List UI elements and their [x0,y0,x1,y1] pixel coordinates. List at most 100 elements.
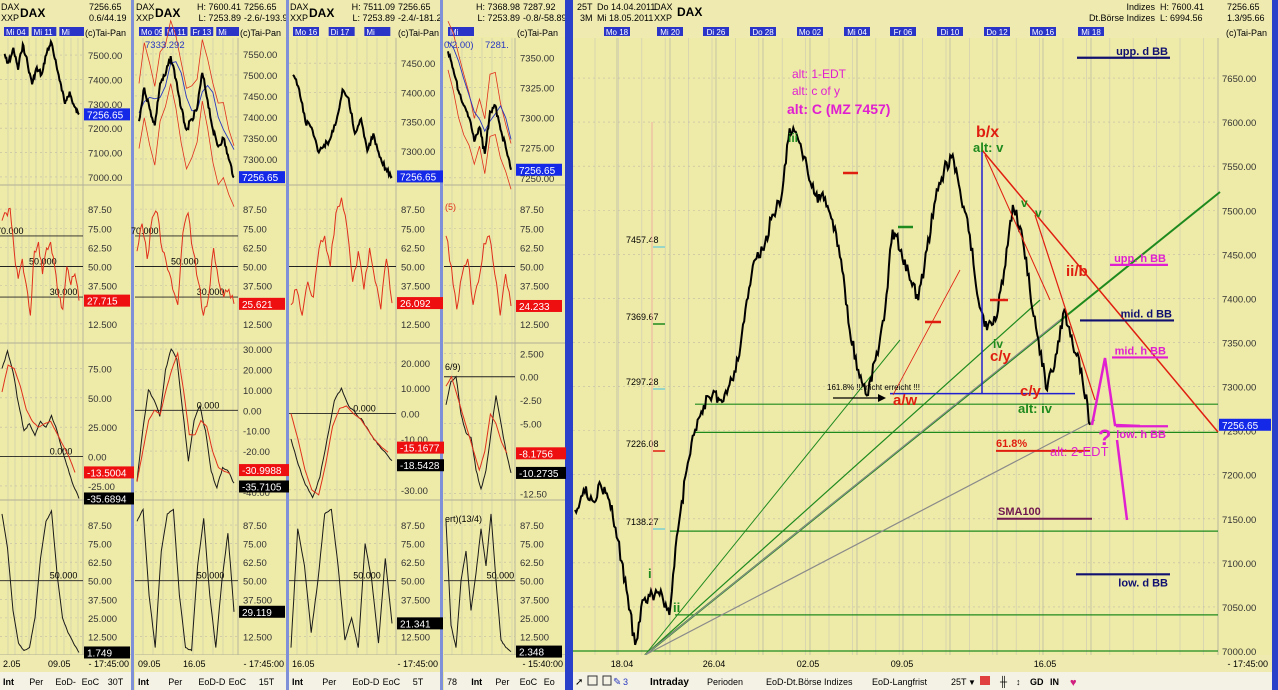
y-tick-label: 7100.00 [1222,559,1256,570]
tab-15t[interactable]: 15T [259,677,275,687]
calendar-icon[interactable] [602,675,612,686]
stochastic-value-badge-value: 29.119 [242,608,272,619]
macd-value-badge-value: -35.6894 [87,494,127,505]
last-price-badge-value: 7256.65 [1222,421,1259,432]
macd-value-badge-value: -35.7105 [242,482,282,493]
tab-int[interactable]: Int [292,677,303,687]
tab-eod-dt-b-rse-indizes[interactable]: EoD-Dt.Börse Indizes [766,677,853,687]
exchange-label: Dt.Börse Indizes [1089,13,1156,23]
last-price-badge-value: 7256.65 [87,110,124,121]
change-value: 0.6/44.19 [89,13,127,23]
last-price: 7287.92 [523,2,556,12]
panel-splitter[interactable] [131,0,134,690]
y-tick-label: 0.00 [243,406,262,417]
tab-intraday[interactable]: Intraday [650,677,689,688]
reference-label: 30.000 [50,287,78,297]
tab-per[interactable]: Per [322,677,336,687]
tab-per[interactable]: Per [495,677,509,687]
in-button[interactable]: IN [1050,677,1059,687]
exchange-code: XXP [290,13,308,23]
y-tick-label: 7550.00 [243,50,277,61]
chart-type-icon[interactable] [980,676,990,685]
tab-int[interactable]: Int [138,677,149,687]
tab-eoc[interactable]: EoC [520,677,538,687]
panel-splitter[interactable] [286,0,289,690]
y-tick-label: 12.500 [88,632,117,643]
arrow-head-icon [878,394,886,402]
tab-78[interactable]: 78 [447,677,457,687]
y-tick-label: 62.50 [243,243,267,254]
date-chip-label: Mo 16 [1032,28,1055,37]
lower-band [138,83,235,207]
y-tick-label: 7250.00 [1222,427,1256,438]
tab-per[interactable]: Per [29,677,43,687]
time-label: 2.05 [3,659,21,669]
panel-splitter[interactable] [570,0,573,690]
candle-icon[interactable]: ╫ [999,675,1008,689]
y-tick-label: 50.00 [520,263,544,274]
y-tick-label: -12.50 [520,489,547,500]
chevron-down-icon[interactable]: ▼ [968,678,976,687]
tab-eoc[interactable]: EoC [82,677,100,687]
stepper-icon[interactable]: ↕ [1016,677,1021,687]
stochastic-value-badge-value: 2.348 [519,648,544,659]
rsi-value-badge-value: 26.092 [400,299,431,310]
period-select[interactable]: 25T [951,677,967,687]
date-chip: Mi [364,27,391,37]
y-tick-label: 37.500 [520,595,549,606]
tab-perioden[interactable]: Perioden [707,677,743,687]
reference-label: 50.000 [171,257,199,267]
tab-eod-d[interactable]: EoD-D [198,677,226,687]
tab-eoc[interactable]: EoC [229,677,247,687]
y-tick-label: 7325.00 [520,83,554,94]
reference-label: 50.000 [29,257,57,267]
tab-eod-[interactable]: EoD- [55,677,76,687]
y-tick-label: 37.500 [88,595,117,606]
grid-toggle-icon[interactable] [587,675,598,686]
last-price-badge: 7256.65 [84,108,130,121]
macd-line [445,375,512,491]
panel-splitter[interactable] [440,0,443,690]
y-tick-label: 0.00 [401,410,420,421]
rsi-value-badge: 24.233 [516,299,562,313]
y-tick-label: -10.00 [401,435,428,446]
wave-label: alt: v [973,140,1004,155]
change-value: -2.6/-193.9 [244,13,288,23]
fib-level-label: 7138.27 [626,517,659,527]
tab-eod-d[interactable]: EoD-D [352,677,380,687]
indicator-legend: (5) [445,202,456,212]
panel-splitter[interactable] [565,0,570,690]
tab-30t[interactable]: 30T [108,677,124,687]
tab-eo[interactable]: Eo [544,677,555,687]
pencil-icon[interactable]: ✎ [613,677,621,688]
tab-5t[interactable]: 5T [413,677,424,687]
time-axis [289,655,440,672]
date-chip-label: Di 17 [331,28,350,37]
tab-eoc[interactable]: EoC [383,677,401,687]
fan-line [644,339,901,656]
stochastic-line [290,508,393,648]
tab-int[interactable]: Int [3,677,14,687]
y-tick-label: 12.500 [401,632,430,643]
pin-icon[interactable]: ➚ [575,677,583,688]
date-chip: Di 17 [328,27,355,37]
y-tick-label: 62.50 [401,558,425,569]
instrument-title: DAX [309,6,334,20]
date-chip-label: Mo 02 [799,28,822,37]
color-palette-icon[interactable]: ♥ [1070,677,1077,689]
gd-button[interactable]: GD [1030,677,1044,687]
last-price-badge: 7256.65 [516,163,562,177]
y-tick-label: 7300.00 [243,155,277,166]
macd-subchart: 20.000 10.000 0.00 -10.00 -30.00 0.000 [289,359,440,501]
tab-eod-langfrist[interactable]: EoD-Langfrist [872,677,928,687]
date-chip: Do 12 [984,27,1010,37]
scenario-path [1090,357,1141,428]
tab-per[interactable]: Per [168,677,182,687]
tab-int[interactable]: Int [471,677,482,687]
